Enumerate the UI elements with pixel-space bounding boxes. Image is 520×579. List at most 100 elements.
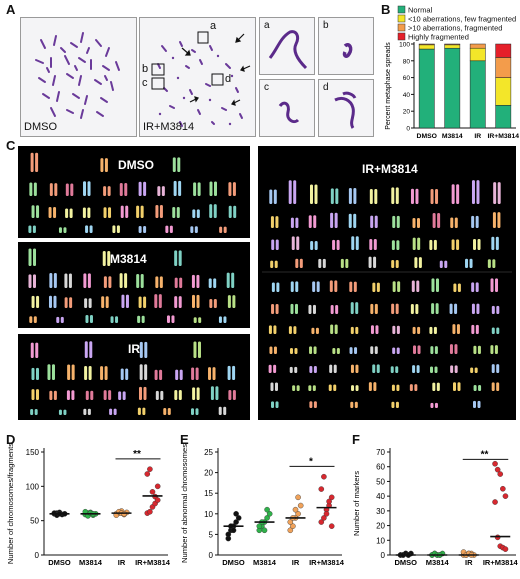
chromosome-43: [140, 205, 144, 218]
e-y-tick-label-0: 0: [209, 551, 214, 560]
chromosome-51: [296, 236, 300, 250]
chromosome-65: [433, 239, 437, 250]
chromosome-51: [213, 299, 217, 308]
d-x-tick-label-0: DMSO: [48, 558, 71, 567]
d-y-tick-label-1: 50: [30, 517, 39, 526]
chromosome-84: [414, 257, 418, 268]
chromosome-113: [475, 282, 479, 292]
chromosome-144: [311, 327, 315, 334]
chromosome-41: [125, 294, 129, 308]
chromosome-199: [376, 364, 380, 373]
box-label-d: d: [225, 73, 232, 85]
chromosome-245: [434, 402, 438, 408]
e-point-3-4: [328, 494, 335, 501]
legend-swatch-0: [397, 5, 406, 14]
chromosome-10: [65, 183, 69, 196]
chromosome-49: [196, 294, 200, 308]
chromosome-82: [391, 259, 395, 268]
chromosome-62: [138, 225, 142, 233]
chromosome-14: [103, 186, 107, 196]
chromosome-184: [473, 345, 477, 354]
chromosome-4: [172, 157, 176, 172]
chromosome-243: [395, 401, 399, 408]
zoom-label-a: a: [264, 20, 270, 31]
chromosome-8: [49, 272, 53, 288]
chromosome-70: [491, 236, 495, 250]
chromosome-76: [318, 258, 322, 268]
chromosome-31: [36, 205, 40, 218]
chromosome-244: [430, 402, 434, 408]
chromosome-29: [232, 182, 236, 196]
e-x-tick-label-3: IR+M3814: [309, 558, 345, 567]
chromosome-5: [314, 184, 318, 204]
karyotype-dmso: DMSO: [18, 146, 250, 238]
chromosome-96: [312, 281, 316, 292]
chromosome-19: [140, 274, 144, 288]
chromosome-186: [490, 345, 494, 354]
chromosome-48: [192, 294, 196, 308]
chromosome-62: [109, 408, 113, 415]
chromosome-57: [34, 409, 38, 415]
chromosome-217: [312, 385, 316, 391]
chromosome-136: [471, 303, 475, 314]
chromosome-69: [195, 408, 199, 415]
panel-b-letter: B: [381, 2, 391, 17]
chromosome-4: [309, 184, 313, 204]
chromosome-211: [496, 364, 500, 373]
karyotype-label-ir-m3814: IR+M3814: [362, 162, 418, 176]
chromosome-0: [30, 342, 34, 358]
zoom-label-b: b: [323, 20, 329, 31]
chromosome-151: [375, 325, 379, 334]
chromosome-9: [54, 183, 58, 196]
chromosome-7: [197, 341, 201, 358]
chromosome-3: [293, 180, 297, 204]
chromosome-24: [191, 274, 195, 288]
chromosome-190: [289, 366, 293, 373]
chromosome-11: [68, 273, 72, 288]
chromosome-158: [452, 324, 456, 334]
chromosome-131: [415, 304, 419, 314]
chromosome-22: [174, 277, 178, 288]
chromosome-31: [36, 295, 40, 308]
chromosome-28: [228, 182, 232, 196]
bar-0-2: [418, 43, 435, 46]
f-y-tick-label-6: 60: [376, 463, 385, 472]
zoom-inset-a: a: [259, 17, 315, 75]
chromosome-20: [157, 186, 161, 196]
chromosome-210: [491, 364, 495, 373]
chromosome-145: [315, 327, 319, 334]
chromosome-27: [213, 181, 217, 196]
chromosome-50: [209, 299, 213, 308]
e-y-tick-label-2: 10: [204, 510, 213, 519]
zoom-inset-c: c: [259, 79, 315, 137]
chromosome-214: [292, 385, 296, 391]
chromosome-192: [309, 366, 313, 373]
f-point-3-1: [494, 466, 501, 473]
chromosome-43: [454, 217, 458, 228]
chromosome-23: [178, 180, 182, 196]
chromosome-68: [190, 408, 194, 415]
chromosome-179: [417, 345, 421, 354]
chromosome-42: [138, 296, 142, 308]
chromosome-58: [85, 225, 89, 233]
chromosome-230: [453, 382, 457, 391]
chromosome-0: [28, 248, 32, 266]
f-x-tick-label-1: M3814: [426, 558, 450, 567]
chromosome-2: [84, 341, 88, 358]
chromosome-38: [412, 217, 416, 228]
metaphase-image-dmso: DMSO: [20, 17, 137, 137]
chromosome-50: [209, 204, 213, 218]
chromosome-94: [290, 281, 294, 292]
chromosome-58: [369, 238, 373, 250]
chromosome-143: [293, 326, 297, 334]
chromosome-50: [291, 236, 295, 250]
chromosome-33: [353, 213, 357, 228]
chromosome-1: [273, 189, 277, 204]
chromosome-52: [310, 240, 314, 250]
chromosome-222: [368, 382, 372, 391]
chromosome-57: [60, 316, 64, 323]
e-point-3-5: [318, 486, 325, 492]
chromosome-88: [465, 258, 469, 268]
chromosome-40: [103, 390, 107, 400]
chromosome-39: [90, 390, 94, 400]
